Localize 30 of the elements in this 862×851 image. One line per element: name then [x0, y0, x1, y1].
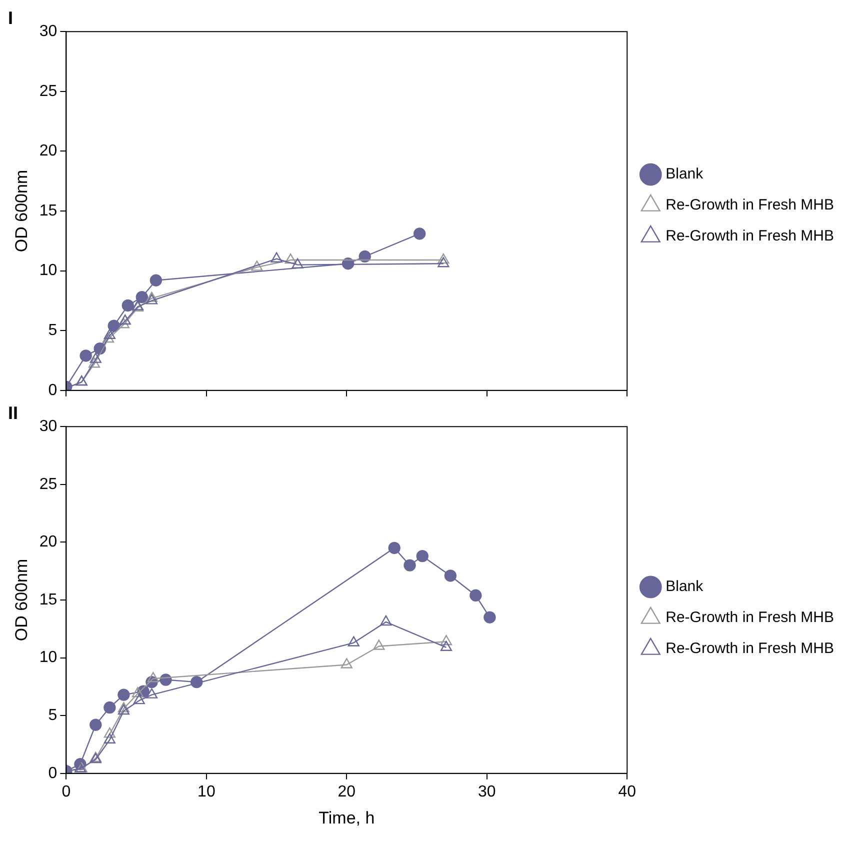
chart-title: I	[8, 8, 14, 28]
chart-title: II	[8, 402, 18, 423]
y-axis-title: OD 600nm	[12, 558, 31, 642]
y-tick-label: 30	[39, 418, 58, 436]
x-tick-label: 10	[198, 783, 216, 800]
y-tick-label: 15	[39, 202, 58, 220]
x-tick-label: 20	[338, 783, 356, 800]
legend-label: Re-Growth in Fresh MHB	[666, 196, 834, 214]
y-tick-label: 10	[39, 649, 58, 666]
legend-label: Re-Growth in Fresh MHB	[666, 228, 834, 245]
x-axis-title: Time, h	[318, 808, 375, 828]
y-tick-label: 5	[48, 707, 58, 724]
y-tick-label: 20	[39, 142, 58, 160]
y-tick-label: 5	[48, 322, 58, 340]
y-tick-label: 30	[39, 23, 58, 40]
y-tick-label: 15	[39, 591, 58, 608]
legend-label: Re-Growth in Fresh MHB	[666, 640, 834, 658]
y-tick-label: 25	[39, 476, 58, 493]
y-tick-label: 0	[48, 382, 58, 399]
legend-label: Re-Growth in Fresh MHB	[666, 609, 834, 626]
x-tick-label: 40	[618, 783, 636, 800]
y-tick-label: 25	[39, 82, 58, 100]
y-tick-label: 10	[39, 262, 58, 280]
x-tick-label: 30	[478, 783, 496, 800]
y-axis-title: OD 600nm	[12, 170, 31, 252]
legend-label: Blank	[666, 166, 704, 183]
y-tick-label: 0	[48, 764, 58, 782]
legend-label: Blank	[666, 578, 704, 596]
y-tick-label: 20	[39, 534, 58, 551]
x-tick-label: 0	[62, 783, 71, 800]
